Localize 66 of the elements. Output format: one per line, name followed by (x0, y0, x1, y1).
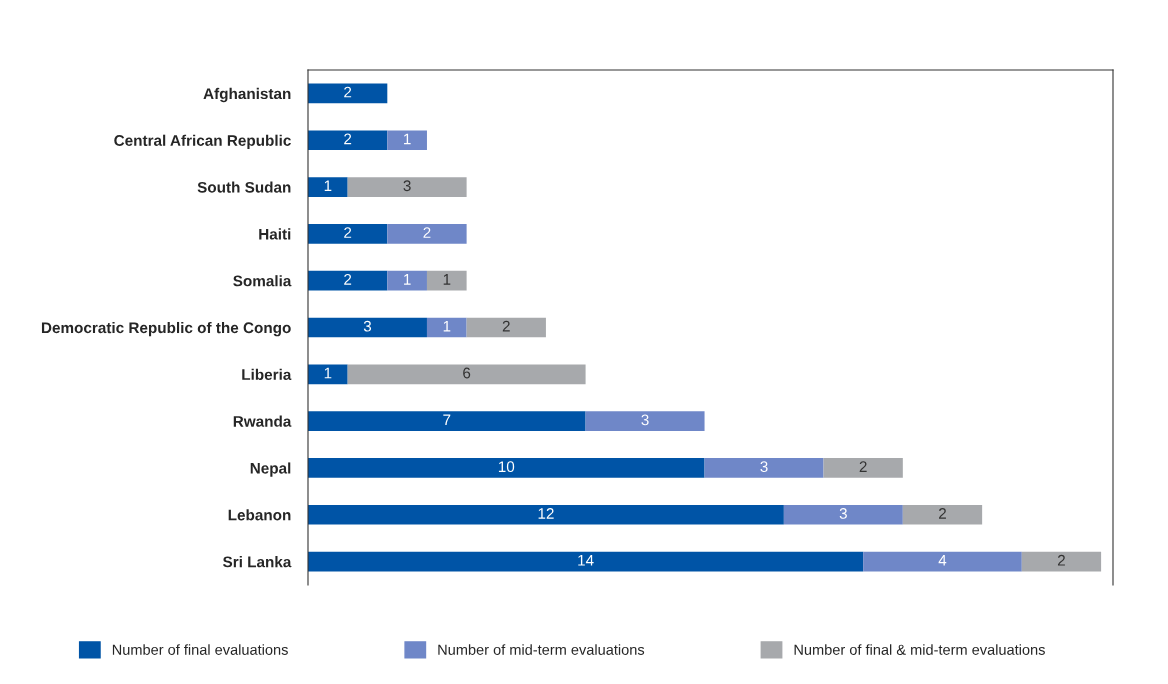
bar (823, 458, 903, 478)
bar (308, 411, 586, 431)
y-tick-label: Democratic Republic of the Congo (41, 321, 291, 337)
bar (863, 551, 1022, 572)
y-tick-label: Haiti (259, 228, 291, 240)
y-tick-label: Somalia (233, 275, 292, 287)
data-label: 2 (502, 320, 510, 332)
data-label: 2 (423, 227, 431, 238)
data-label: 2 (344, 133, 352, 145)
data-label: 2 (344, 227, 352, 238)
data-label: 3 (760, 461, 768, 473)
y-tick-label: Rwanda (233, 415, 292, 427)
bar (308, 270, 388, 291)
data-label: 2 (344, 86, 352, 98)
bar (387, 130, 427, 151)
y-tick-label: Sri Lanka (223, 556, 292, 568)
data-label: 1 (443, 274, 451, 285)
bar (783, 504, 903, 525)
bar (1021, 551, 1102, 572)
bar (426, 317, 467, 338)
bar (308, 317, 427, 338)
data-label: 12 (538, 508, 554, 519)
bar (426, 270, 467, 291)
bar (308, 224, 388, 244)
data-label: 7 (443, 414, 451, 426)
bar (387, 224, 467, 244)
y-tick-label: Central African Republic (114, 134, 291, 149)
data-label: 3 (839, 508, 847, 519)
bar (308, 504, 784, 525)
bar (387, 270, 427, 291)
data-label: 3 (403, 180, 411, 192)
y-tick-label: South Sudan (197, 181, 291, 193)
data-label: 2 (859, 461, 867, 472)
data-label: 3 (641, 414, 649, 426)
bar (308, 83, 388, 104)
data-label: 6 (463, 367, 471, 379)
y-tick-label: Afghanistan (203, 87, 291, 103)
data-label: 3 (363, 320, 372, 332)
bar (466, 317, 546, 338)
data-label: 1 (324, 180, 332, 191)
bar (704, 458, 824, 478)
data-label: 10 (498, 461, 515, 473)
data-label: 2 (1057, 554, 1065, 566)
legend-label: Number of final evaluations (112, 644, 288, 655)
bar (902, 504, 983, 525)
data-label: 14 (578, 555, 594, 566)
bar (308, 364, 348, 385)
data-label: 4 (938, 555, 947, 566)
legend-label: Number of mid-term evaluations (438, 644, 645, 655)
bar (347, 177, 467, 197)
data-label: 2 (344, 273, 352, 285)
data-label: 1 (324, 367, 332, 379)
y-tick-label: Liberia (242, 368, 292, 380)
data-label: 1 (404, 274, 411, 285)
data-label: 1 (404, 133, 411, 145)
bar (308, 458, 705, 478)
y-tick-label: Lebanon (228, 509, 291, 521)
data-label: 1 (443, 320, 451, 332)
bar (308, 130, 388, 151)
y-tick-label: Nepal (250, 462, 291, 477)
legend-label: Number of final & mid-term evaluations (794, 644, 1045, 655)
bar (308, 177, 348, 197)
bar (585, 411, 705, 431)
bar (347, 364, 586, 385)
data-label: 2 (939, 508, 946, 519)
bar (308, 551, 864, 572)
